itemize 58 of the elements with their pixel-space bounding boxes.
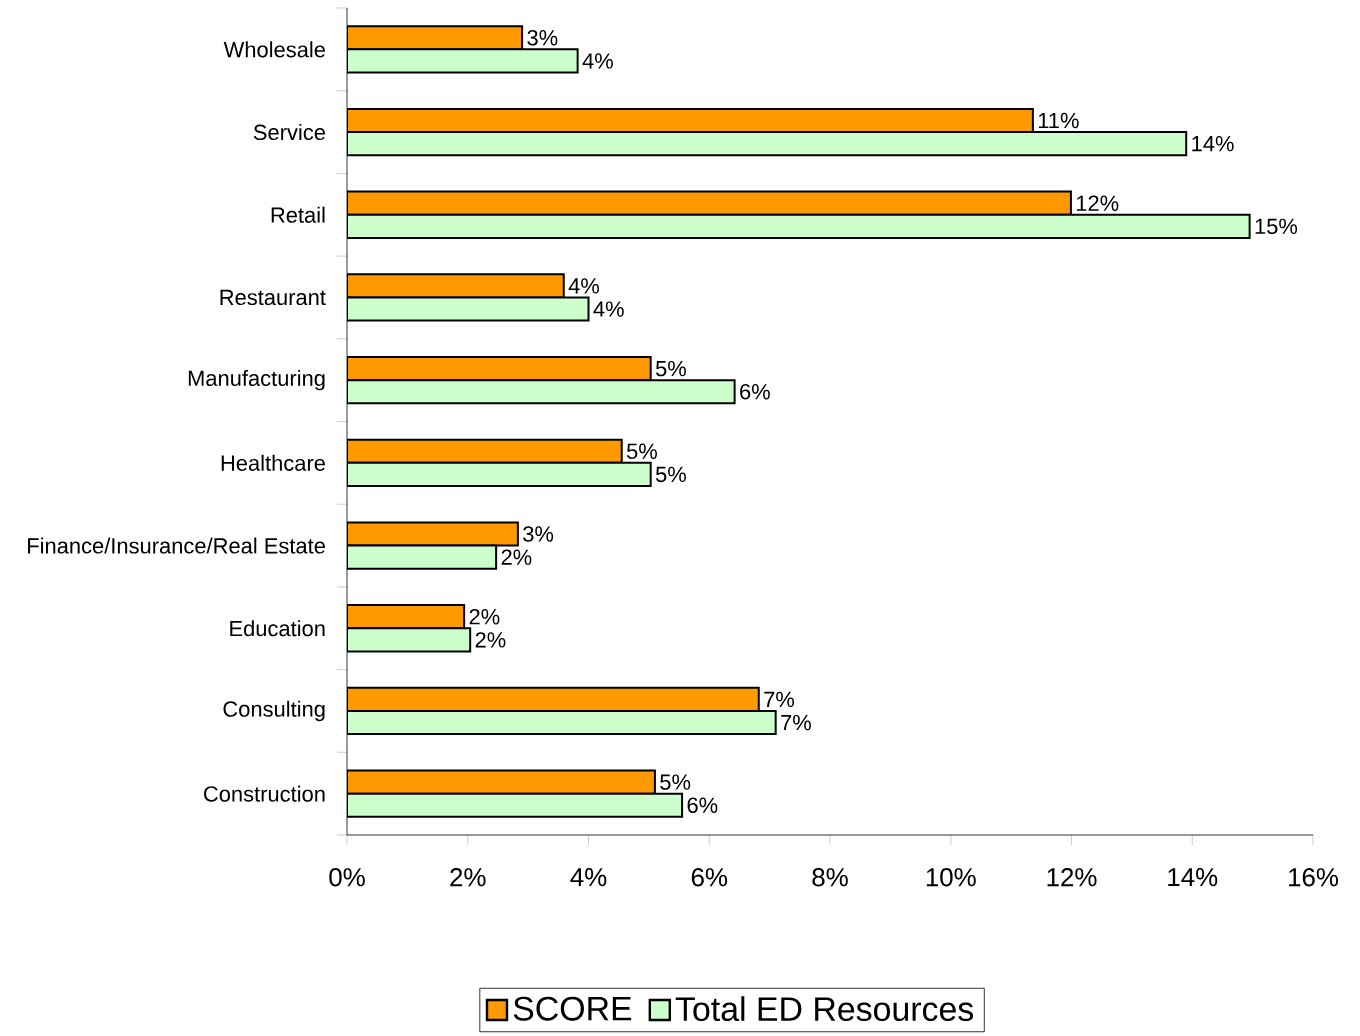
bar <box>347 686 760 712</box>
x-tick-label: 14% <box>1168 868 1218 887</box>
x-tick-label: 0% <box>329 868 365 887</box>
legend-label: Total ED Resources <box>675 996 974 1022</box>
y-tick-label: Wholesale <box>223 41 325 58</box>
x-tick-label: 16% <box>1289 868 1339 887</box>
bar <box>347 107 1034 134</box>
y-tick-label: Finance/Insurance/Real Estate <box>28 537 325 554</box>
y-tick-label: Healthcare <box>221 454 325 471</box>
data-label: 7% <box>781 714 811 731</box>
bar <box>347 792 684 818</box>
data-label: 6% <box>740 383 770 400</box>
bar <box>347 190 1072 216</box>
bar <box>347 355 652 382</box>
x-tick-label: 10% <box>926 868 976 887</box>
data-label: 15% <box>1255 218 1298 235</box>
x-tick-label: 2% <box>450 868 486 887</box>
bar <box>347 379 736 405</box>
legend-label: SCORE <box>513 996 632 1021</box>
bar <box>347 48 579 74</box>
data-label: 4% <box>582 53 613 69</box>
y-tick-label: Consulting <box>223 700 325 722</box>
data-label: 6% <box>687 797 718 813</box>
x-tick-label: 8% <box>812 868 848 887</box>
data-label: 5% <box>660 774 691 790</box>
bar <box>347 25 524 51</box>
data-label: 4% <box>568 278 600 294</box>
data-label: 2% <box>475 632 506 648</box>
y-tick-label: Manufacturing <box>188 369 325 391</box>
bar <box>347 709 777 736</box>
bar <box>347 438 623 464</box>
bar <box>347 273 565 299</box>
data-label: 14% <box>1192 135 1234 152</box>
data-label: 7% <box>764 691 795 708</box>
bar <box>347 461 652 488</box>
data-label: 5% <box>655 466 686 483</box>
bar <box>347 521 519 547</box>
x-tick-label: 6% <box>691 868 728 887</box>
x-tick-label: 12% <box>1047 868 1097 887</box>
bar <box>347 769 656 795</box>
data-label: 4% <box>593 301 624 317</box>
data-label: 2% <box>501 549 532 565</box>
data-label: 5% <box>655 360 686 377</box>
data-label: 3% <box>527 30 558 46</box>
bar <box>347 296 590 322</box>
y-tick-label: Construction <box>204 785 325 802</box>
data-label: 3% <box>523 526 554 542</box>
bar <box>347 213 1251 239</box>
data-label: 12% <box>1076 195 1119 211</box>
x-tick-label: 4% <box>570 868 607 887</box>
data-label: 11% <box>1038 112 1079 129</box>
y-tick-label: Restaurant <box>220 289 326 306</box>
data-label: 2% <box>469 608 500 625</box>
bar <box>347 131 1188 157</box>
y-tick-label: Service <box>253 124 325 141</box>
y-tick-label: Education <box>230 620 325 637</box>
data-label: 5% <box>626 443 657 459</box>
y-tick-label: Retail <box>271 206 325 223</box>
